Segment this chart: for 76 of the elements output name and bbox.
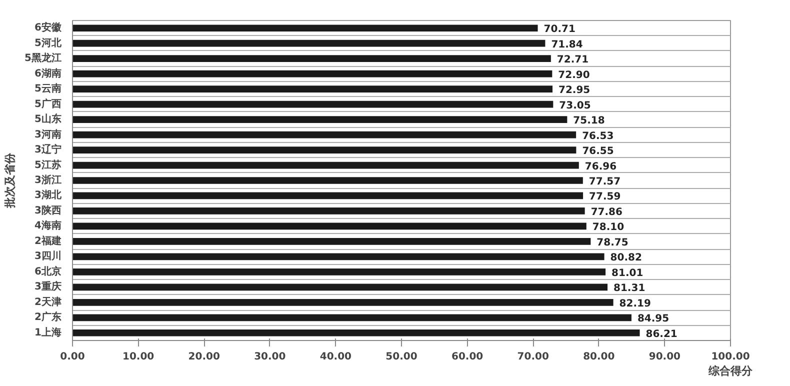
bar [72,238,591,245]
x-tick-label: 100.00 [711,352,750,362]
data-label: 72.71 [556,54,589,66]
y-tick-label: 3河南 [34,128,62,140]
data-label: 76.96 [584,161,617,172]
bar [72,253,604,260]
y-tick-label: 3湖北 [34,189,62,202]
x-tick-label: 90.00 [648,352,681,362]
data-label: 77.59 [589,192,621,203]
data-label: 86.21 [646,328,678,340]
y-tick-label: 5江苏 [34,158,62,171]
data-label: 75.18 [573,116,605,127]
data-label: 78.10 [592,222,624,234]
data-label: 72.90 [558,70,590,81]
y-tick-label: 2福建 [34,234,62,247]
y-tick-label: 3四川 [34,250,62,262]
y-tick-label: 6北京 [34,265,62,278]
data-label: 80.82 [610,252,642,264]
x-tick-label: 60.00 [451,352,484,362]
data-label: 76.53 [582,130,614,142]
y-tick-label: 3浙江 [34,174,62,186]
y-tick-label: 4海南 [34,220,62,232]
data-label: 82.19 [619,298,651,310]
bar [72,100,554,108]
bar [72,329,640,336]
bar [72,24,538,32]
bar [72,116,568,123]
data-label: 78.75 [596,237,628,248]
x-tick-label: 40.00 [320,352,352,362]
bar [72,40,546,47]
bar [72,162,579,169]
bar [72,86,553,92]
y-tick-label: 2天津 [34,296,62,308]
x-tick-label: 10.00 [122,352,154,362]
x-tick-label: 50.00 [386,352,418,362]
bar [72,70,552,78]
y-tick-label: 5山东 [34,113,62,126]
y-tick-label: 3辽宁 [34,144,62,156]
x-tick-label: 20.00 [188,352,220,362]
y-tick-label: 3重庆 [34,280,62,293]
x-axis-title: 综合得分 [708,364,754,378]
bar [72,55,551,62]
x-tick-label: 80.00 [583,352,615,362]
y-tick-label: 5云南 [34,82,62,95]
y-tick-label: 1上海 [34,326,62,338]
data-label: 70.71 [544,24,576,36]
bar [72,314,632,322]
data-label: 73.05 [559,100,591,112]
data-label: 72.95 [558,85,590,96]
x-tick-label: 70.00 [517,352,549,362]
data-label: 81.01 [612,268,644,279]
y-tick-label: 5河北 [34,36,62,49]
bar [72,298,614,306]
y-tick-label: 5广西 [34,98,62,110]
data-label: 84.95 [637,314,670,325]
data-label: 81.31 [614,283,646,294]
x-tick-label: 30.00 [254,352,286,362]
bar [72,146,576,154]
data-label: 77.86 [590,206,622,218]
bar [72,192,584,200]
y-tick-label: 5黑龙江 [24,52,62,64]
y-tick-label: 3陕西 [34,204,62,216]
bar [72,222,586,230]
y-tick-label: 6湖南 [34,67,62,80]
bar [72,284,608,291]
data-label: 76.55 [582,146,614,158]
bar [72,131,576,138]
x-tick-label: 0.00 [60,352,85,362]
data-label: 77.57 [588,176,621,188]
bar [72,208,585,214]
y-tick-label: 2广东 [34,311,62,324]
y-tick-label: 6安徽 [34,22,62,34]
y-axis-title: 批次及省份 [4,152,17,209]
bar [72,268,606,276]
data-label: 71.84 [551,39,583,50]
bar [72,177,583,184]
